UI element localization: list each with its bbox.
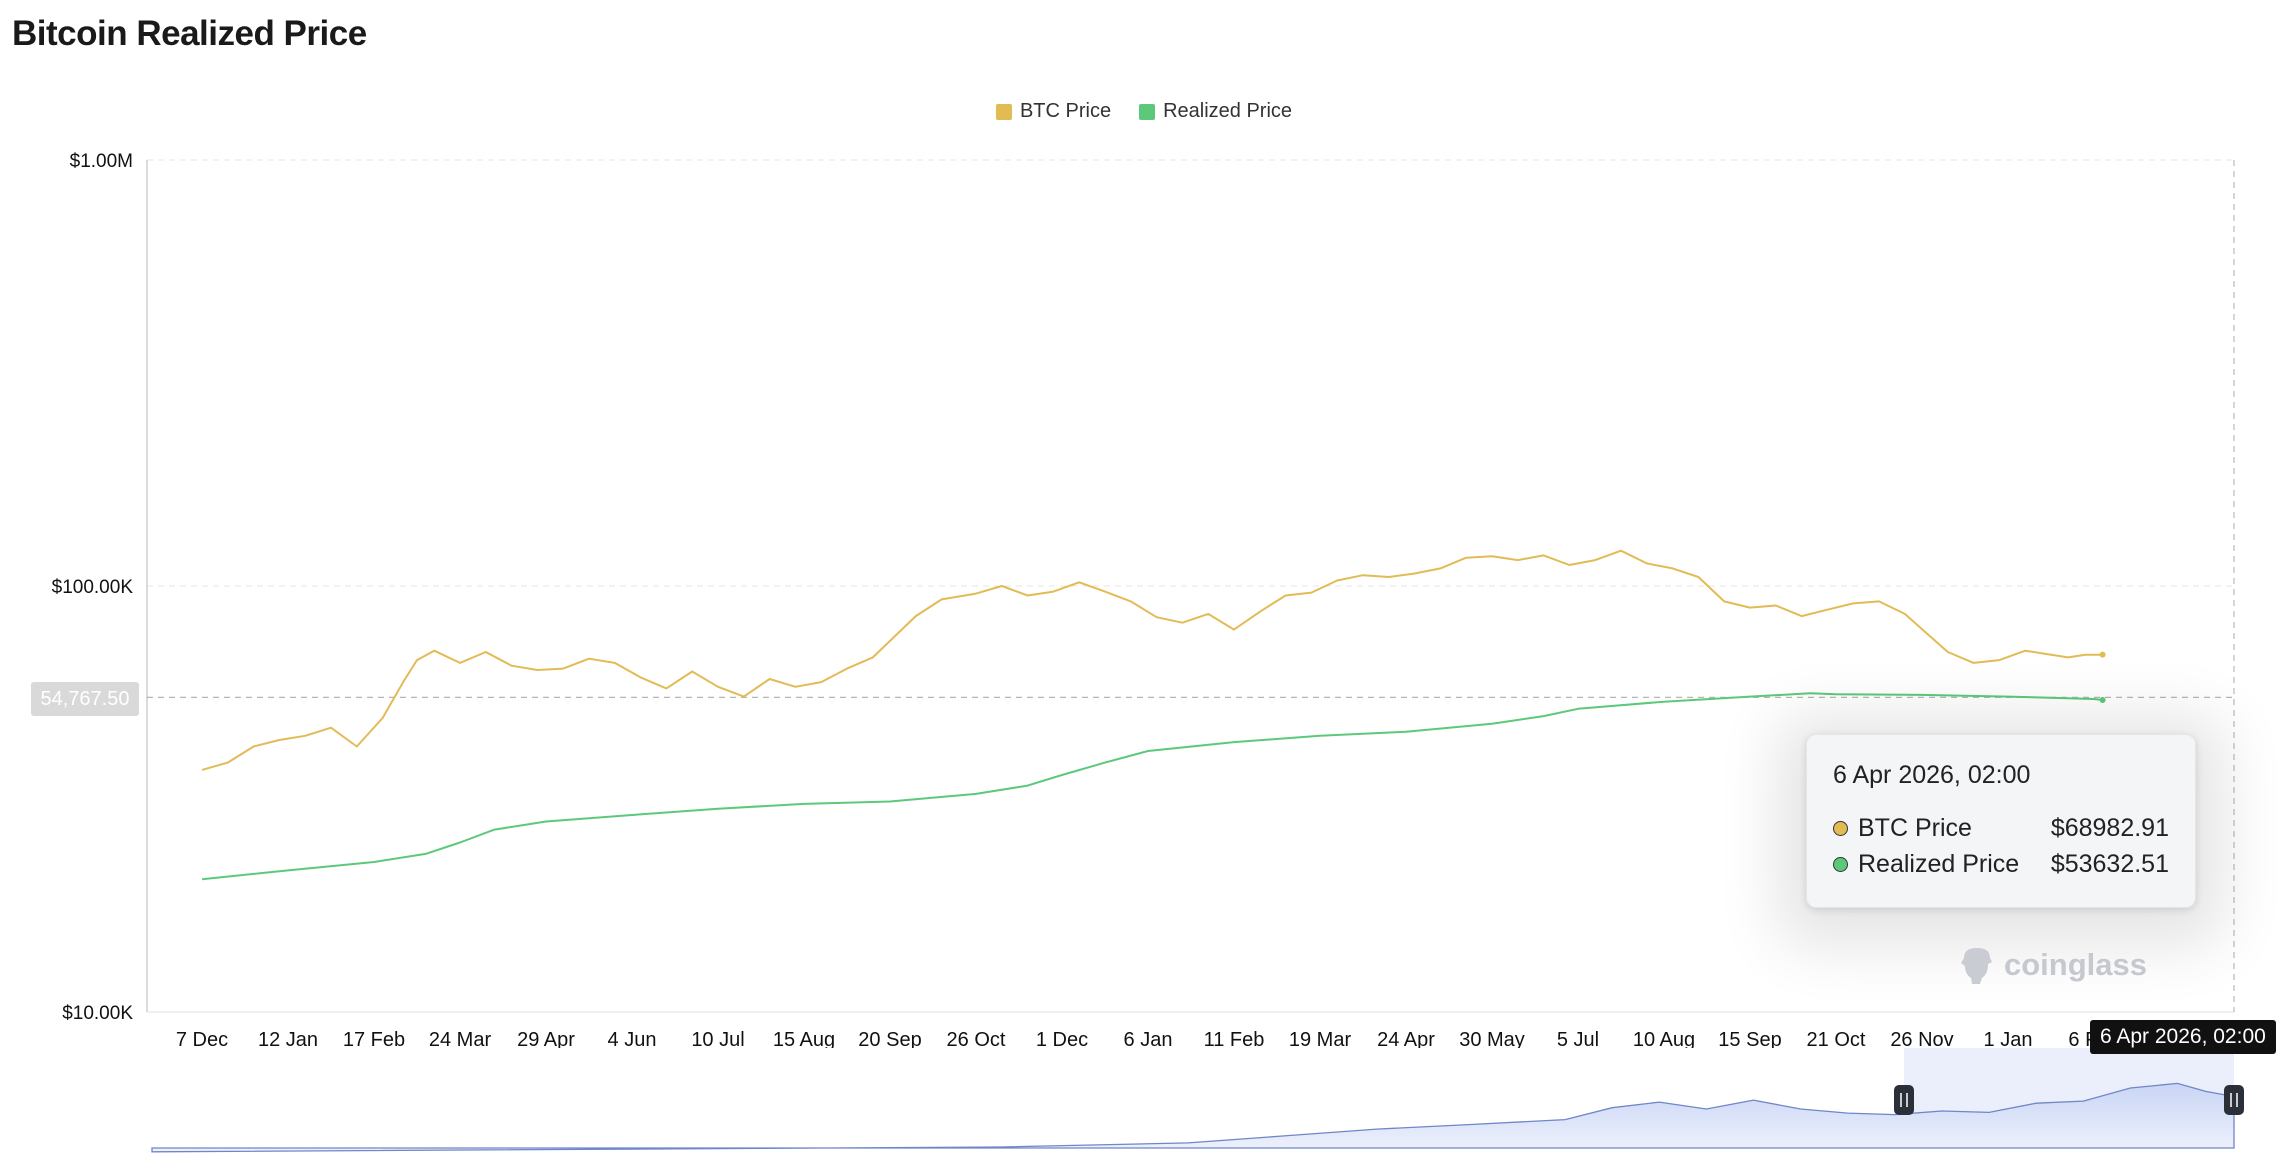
- x-tick-label: 17 Feb: [343, 1029, 405, 1051]
- x-tick-label: 30 May: [1459, 1029, 1525, 1051]
- legend-label-realized-price: Realized Price: [1163, 100, 1293, 122]
- x-tick-label: 5 Jul: [1557, 1029, 1599, 1051]
- zoom-handle-left[interactable]: [1894, 1085, 1914, 1115]
- x-tick-label: 20 Sep: [858, 1029, 921, 1051]
- tooltip-dot-btc-price: [1833, 820, 1848, 836]
- x-tick-label: 15 Sep: [1718, 1029, 1781, 1051]
- x-tick-label: 10 Jul: [691, 1029, 744, 1051]
- x-tick-label: 1 Jan: [1984, 1029, 2033, 1051]
- tooltip-name: BTC Price: [1858, 813, 1972, 842]
- series-point-realized-price: [2099, 697, 2106, 704]
- crosshair-y-label: 54,767.50: [31, 682, 139, 716]
- coinglass-logo-icon: [1961, 948, 1992, 984]
- x-tick-label: 24 Mar: [429, 1029, 492, 1051]
- legend-swatch-realized-price: [1139, 103, 1156, 120]
- x-tick-label: 15 Aug: [773, 1029, 835, 1051]
- tooltip-value: $68982.91: [2050, 813, 2169, 842]
- tooltip-name: Realized Price: [1858, 849, 2020, 878]
- tooltip-row-realized-price: Realized Price $53632.51: [1833, 846, 2169, 882]
- series-point-btc-price: [2099, 651, 2106, 658]
- x-tick-label: 26 Oct: [947, 1029, 1006, 1051]
- tooltip-row-btc-price: BTC Price $68982.91: [1833, 810, 2169, 846]
- x-tick-label: 4 Jun: [608, 1029, 657, 1051]
- x-tick-label: 11 Feb: [1204, 1029, 1265, 1051]
- legend-label-btc-price: BTC Price: [1019, 100, 1112, 122]
- x-tick-label: 26 Nov: [1890, 1029, 1953, 1051]
- zoom-handle-body: [2224, 1085, 2244, 1115]
- page-title: Bitcoin Realized Price: [12, 14, 367, 53]
- chart-legend: BTC Price Realized Price: [0, 100, 2288, 123]
- watermark-text: coinglass: [2004, 947, 2147, 982]
- crosshair-x-label: 6 Apr 2026, 02:00: [2090, 1020, 2276, 1054]
- x-tick-label: 10 Aug: [1633, 1029, 1695, 1051]
- x-tick-label: 24 Apr: [1377, 1029, 1435, 1051]
- zoom-preview-area: [151, 1082, 2235, 1153]
- zoom-handle-right[interactable]: [2224, 1085, 2244, 1115]
- series-line-btc-price: [201, 549, 2103, 771]
- y-tick-label: $10.00K: [62, 1003, 133, 1024]
- x-tick-label: 12 Jan: [258, 1029, 318, 1051]
- watermark: coinglass: [1958, 944, 2147, 986]
- x-tick-label: 7 Dec: [176, 1029, 228, 1051]
- legend-item-btc-price[interactable]: BTC Price: [995, 100, 1112, 123]
- tooltip: 6 Apr 2026, 02:00 BTC Price $68982.91 Re…: [1806, 734, 2196, 908]
- y-tick-label: $1.00M: [70, 151, 133, 172]
- tooltip-dot-realized-price: [1833, 856, 1848, 872]
- legend-item-realized-price[interactable]: Realized Price: [1139, 100, 1292, 123]
- tooltip-value: $53632.51: [2050, 849, 2169, 878]
- x-tick-label: 29 Apr: [517, 1029, 575, 1051]
- x-tick-label: 6 Jan: [1124, 1029, 1173, 1051]
- series-line-realized-price: [201, 692, 2103, 881]
- x-tick-label: 1 Dec: [1036, 1029, 1088, 1051]
- x-tick-label: 21 Oct: [1807, 1029, 1866, 1051]
- tooltip-date: 6 Apr 2026, 02:00: [1833, 761, 2031, 789]
- x-tick-label: 19 Mar: [1289, 1029, 1352, 1051]
- zoom-handle-body: [1894, 1085, 1914, 1115]
- legend-swatch-btc-price: [995, 103, 1012, 120]
- y-tick-label: $100.00K: [52, 577, 134, 598]
